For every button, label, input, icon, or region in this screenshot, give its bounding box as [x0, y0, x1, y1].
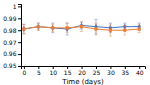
marks: [22, 20, 141, 37]
x-tick: 0: [22, 66, 26, 76]
y-tick-mark: [18, 54, 21, 55]
plot: 0 5 10 15 20 25 30 35 40 0.95 0.96 0.97 0.98 0.99 1: [3, 3, 145, 76]
series: [22, 20, 141, 36]
chart: 0 5 10 15 20 25 30 35 40 0.95 0.96 0.97 0.98 0.99 1 Tim…: [0, 0, 150, 85]
x-tick-label: 40: [136, 69, 144, 76]
x-tick-label: 25: [93, 69, 101, 76]
x-tick-label: 10: [49, 69, 57, 76]
x-tick-label: 15: [64, 69, 72, 76]
x-tick: 35: [121, 66, 129, 76]
x-tick: 15: [64, 66, 72, 76]
marker: [138, 27, 141, 30]
y-tick: 0.99: [3, 15, 21, 22]
error-bar: [109, 24, 112, 36]
y-tick-label: 0.96: [3, 50, 17, 57]
y-tick-mark: [18, 66, 21, 67]
error-bar: [22, 24, 25, 34]
y-tick-label: 1: [13, 3, 17, 10]
y-tick-mark: [18, 42, 21, 43]
x-tick-label: 30: [107, 69, 115, 76]
error-bar: [51, 23, 54, 33]
x-axis: 0 5 10 15 20 25 30 35 40: [22, 66, 146, 76]
y-tick-label: 0.98: [3, 27, 17, 34]
y-axis: 0.95 0.96 0.97 0.98 0.99 1: [3, 3, 21, 70]
y-tick: 1: [13, 3, 21, 10]
x-tick: 30: [107, 66, 115, 76]
y-tick-mark: [18, 30, 21, 31]
y-tick: 0.96: [3, 50, 21, 57]
y-tick-label: 0.97: [3, 39, 17, 46]
marker: [66, 26, 69, 29]
x-tick-label: 20: [78, 69, 86, 76]
y-tick-mark: [18, 6, 21, 7]
error-bar: [123, 25, 126, 35]
marker: [22, 27, 25, 30]
marker: [123, 29, 126, 32]
y-tick: 0.97: [3, 39, 21, 46]
error-bar: [66, 23, 69, 33]
y-tick-label: 0.95: [3, 62, 17, 69]
y-tick: 0.98: [3, 27, 21, 34]
error-bar: [80, 22, 83, 32]
error-bar: [51, 24, 54, 31]
x-tick: 10: [49, 66, 57, 76]
marker: [94, 27, 97, 30]
error-bar: [66, 23, 69, 35]
x-tick: 20: [78, 66, 86, 76]
marker: [37, 24, 40, 30]
x-tick-label: 0: [22, 69, 26, 76]
marker: [109, 29, 112, 32]
x-axis-title: Time (days): [61, 78, 104, 85]
error-bar: [94, 23, 97, 35]
y-tick-mark: [18, 18, 21, 19]
x-tick: 25: [93, 66, 101, 76]
marker: [80, 25, 83, 28]
x-tick: 40: [136, 66, 144, 76]
marker: [51, 26, 54, 29]
x-tick-label: 5: [37, 69, 41, 76]
x-tick-label: 35: [121, 69, 129, 76]
x-tick: 5: [37, 66, 41, 76]
y-axis-line: [18, 5, 22, 67]
marker: [51, 25, 54, 31]
series: [22, 22, 141, 36]
error-bar: [138, 25, 141, 32]
error-bar: [37, 23, 40, 30]
marker: [37, 25, 40, 28]
y-tick-label: 0.99: [3, 15, 17, 22]
y-tick: 0.95: [3, 62, 21, 69]
error-bar: [37, 23, 40, 30]
error-bar: [22, 24, 25, 34]
